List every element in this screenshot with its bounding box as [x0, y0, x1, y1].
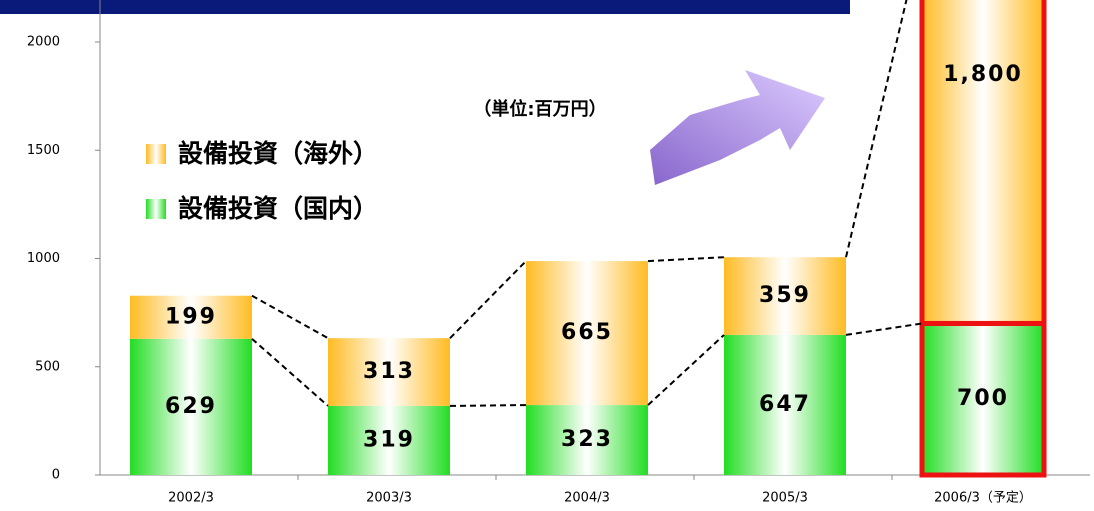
y-tick-label: 0 — [52, 468, 60, 483]
y-tick-label: 1500 — [27, 143, 60, 158]
y-tick-label: 500 — [35, 359, 60, 374]
data-label: 359 — [759, 283, 811, 308]
connector — [252, 296, 328, 338]
x-tick-label: 2005/3 — [762, 491, 808, 506]
y-tick-label: 2000 — [27, 35, 60, 50]
data-label: 1,800 — [943, 62, 1023, 87]
arrow-icon — [650, 70, 825, 185]
bar-segment — [922, 0, 1044, 323]
data-label: 313 — [363, 359, 415, 384]
connector — [450, 261, 526, 338]
data-label: 700 — [957, 386, 1009, 411]
x-tick-label: 2002/3 — [168, 491, 214, 506]
connector — [252, 339, 328, 406]
x-tick-label: 2003/3 — [366, 491, 412, 506]
legend-label: 設備投資（国内） — [178, 194, 378, 223]
connector — [450, 405, 526, 406]
legend-swatch — [146, 144, 166, 164]
y-tick-label: 1000 — [27, 251, 60, 266]
chart: （単位:百万円） 0 500 1000 1500 2000 2002/3 629 199 200… — [0, 0, 1094, 511]
legend: 設備投資（海外） 設備投資（国内） — [146, 139, 378, 223]
data-label: 647 — [759, 392, 811, 417]
connector — [648, 257, 724, 261]
data-label: 629 — [165, 394, 217, 419]
x-tick-label: 2006/3（予定） — [934, 491, 1032, 506]
data-label: 323 — [561, 427, 613, 452]
title-bar — [0, 0, 850, 14]
legend-label: 設備投資（海外） — [178, 139, 378, 168]
x-tick-label: 2004/3 — [564, 491, 610, 506]
connector — [648, 335, 724, 405]
unit-note: （単位:百万円） — [473, 98, 606, 120]
data-label: 665 — [561, 320, 613, 345]
connector — [846, 0, 922, 257]
data-label: 319 — [363, 427, 415, 452]
connector — [846, 323, 922, 334]
data-label: 199 — [165, 304, 217, 329]
legend-swatch — [146, 199, 166, 219]
